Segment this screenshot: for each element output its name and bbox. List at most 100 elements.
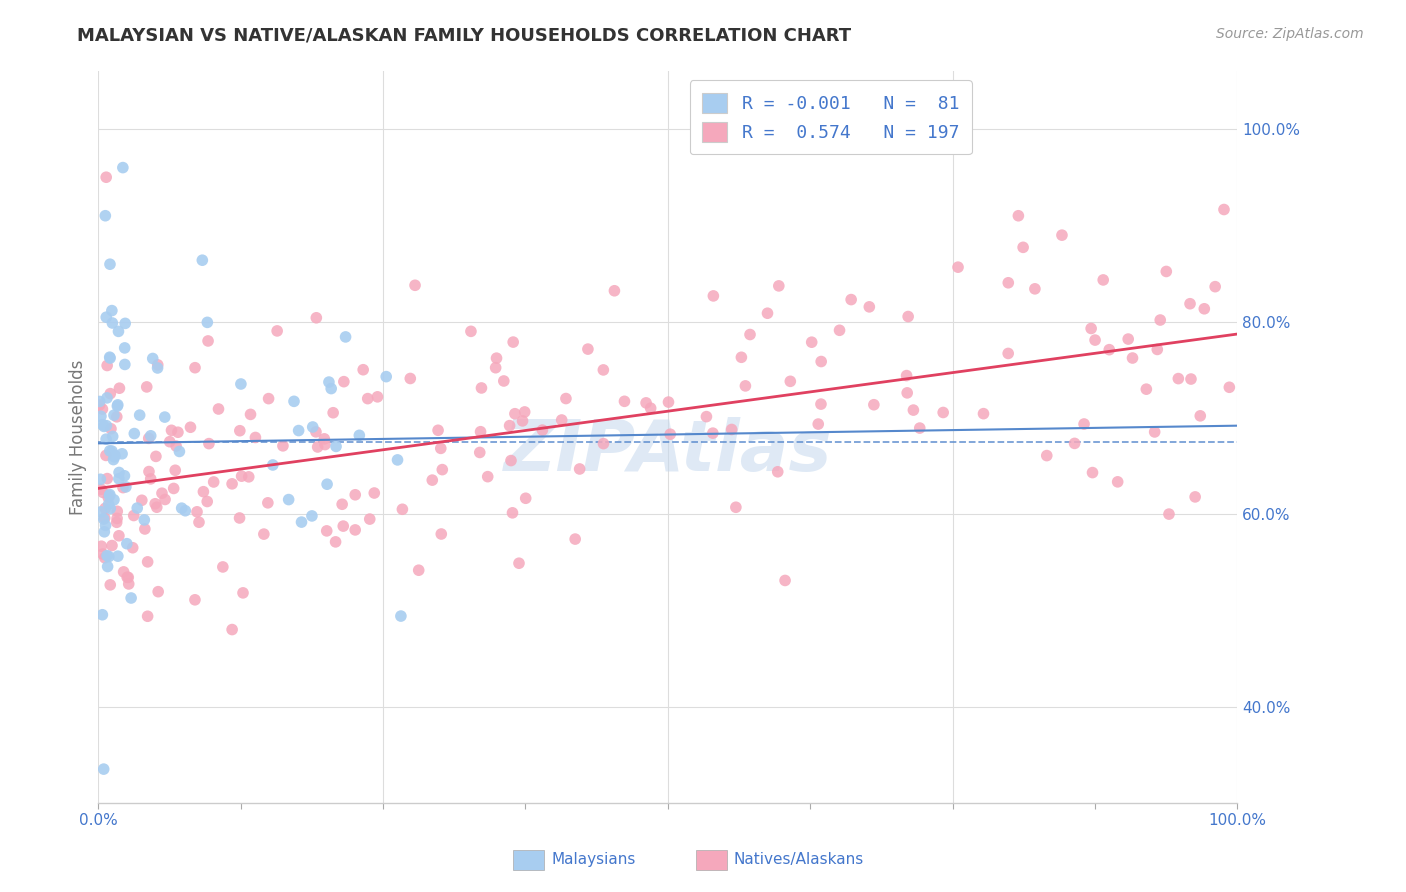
Point	[148, 584, 170, 599]
Point	[134, 522, 156, 536]
Point	[779, 374, 801, 388]
Point	[98, 351, 121, 365]
Point	[897, 310, 920, 324]
Point	[613, 394, 636, 409]
Point	[97, 549, 120, 564]
Point	[946, 260, 969, 275]
Point	[973, 407, 995, 421]
Point	[592, 436, 614, 450]
Point	[111, 161, 134, 175]
Point	[93, 524, 115, 539]
Point	[1149, 313, 1171, 327]
Point	[724, 500, 747, 515]
Point	[550, 413, 572, 427]
Point	[108, 529, 131, 543]
Point	[305, 425, 328, 439]
Point	[352, 362, 374, 376]
Point	[96, 359, 118, 373]
Point	[121, 541, 143, 555]
Point	[231, 469, 253, 483]
Point	[277, 492, 299, 507]
Point	[101, 429, 124, 443]
Point	[315, 524, 337, 538]
Point	[232, 586, 254, 600]
Point	[501, 506, 523, 520]
Point	[98, 489, 121, 503]
Point	[734, 379, 756, 393]
Point	[124, 426, 146, 441]
Point	[90, 409, 112, 424]
Point	[239, 408, 262, 422]
Point	[997, 276, 1019, 290]
Point	[165, 439, 187, 453]
Point	[257, 392, 280, 406]
Point	[193, 484, 215, 499]
Point	[112, 565, 135, 579]
Point	[863, 398, 886, 412]
Point	[344, 523, 367, 537]
Point	[408, 563, 430, 577]
Point	[91, 607, 114, 622]
Point	[143, 497, 166, 511]
Point	[105, 511, 128, 525]
Point	[96, 170, 118, 185]
Point	[103, 408, 125, 422]
Point	[229, 424, 252, 438]
Point	[1143, 425, 1166, 439]
Point	[1073, 417, 1095, 431]
Point	[97, 491, 120, 505]
Point	[195, 494, 218, 508]
Point	[768, 278, 790, 293]
Point	[391, 502, 413, 516]
Point	[153, 410, 176, 425]
Point	[332, 519, 354, 533]
Point	[93, 511, 115, 525]
Point	[359, 512, 381, 526]
Point	[101, 316, 124, 330]
Point	[766, 465, 789, 479]
Point	[115, 480, 138, 494]
Point	[468, 445, 491, 459]
Point	[94, 518, 117, 533]
Point	[1135, 382, 1157, 396]
Point	[228, 511, 250, 525]
Point	[146, 358, 169, 372]
Point	[283, 394, 305, 409]
Point	[111, 447, 134, 461]
Point	[105, 399, 128, 413]
Point	[477, 469, 499, 483]
Point	[191, 253, 214, 268]
Point	[114, 341, 136, 355]
Point	[91, 547, 114, 561]
Point	[470, 425, 492, 439]
Point	[94, 449, 117, 463]
Point	[1180, 372, 1202, 386]
Point	[145, 500, 167, 515]
Point	[91, 417, 114, 432]
Point	[127, 501, 149, 516]
Point	[702, 289, 724, 303]
Y-axis label: Family Households: Family Households	[69, 359, 87, 515]
Point	[131, 493, 153, 508]
Point	[375, 369, 398, 384]
Point	[89, 472, 111, 486]
Point	[756, 306, 779, 320]
Point	[167, 425, 190, 440]
Point	[636, 396, 658, 410]
Point	[858, 300, 880, 314]
Point	[564, 532, 586, 546]
Point	[1146, 343, 1168, 357]
Point	[103, 492, 125, 507]
Point	[321, 382, 343, 396]
Point	[896, 385, 918, 400]
Point	[1184, 490, 1206, 504]
Point	[197, 334, 219, 348]
Point	[387, 453, 409, 467]
Point	[576, 342, 599, 356]
Point	[603, 284, 626, 298]
Text: Malaysians: Malaysians	[551, 853, 636, 867]
Point	[221, 476, 243, 491]
Point	[460, 324, 482, 338]
Point	[122, 508, 145, 523]
Point	[229, 376, 252, 391]
